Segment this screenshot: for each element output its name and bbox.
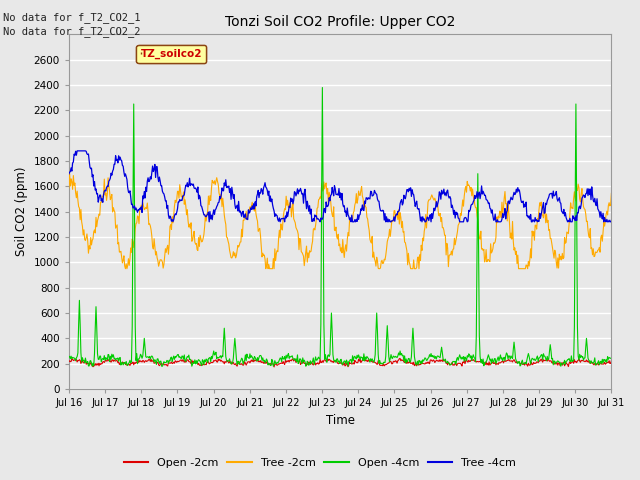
Text: No data for f_T2_CO2_2: No data for f_T2_CO2_2 bbox=[3, 26, 141, 37]
Text: No data for f_T2_CO2_1: No data for f_T2_CO2_1 bbox=[3, 12, 141, 23]
Legend: Open -2cm, Tree -2cm, Open -4cm, Tree -4cm: Open -2cm, Tree -2cm, Open -4cm, Tree -4… bbox=[119, 453, 521, 472]
X-axis label: Time: Time bbox=[326, 414, 355, 427]
Legend: TZ_soilco2: TZ_soilco2 bbox=[136, 45, 206, 63]
Y-axis label: Soil CO2 (ppm): Soil CO2 (ppm) bbox=[15, 167, 28, 256]
Title: Tonzi Soil CO2 Profile: Upper CO2: Tonzi Soil CO2 Profile: Upper CO2 bbox=[225, 15, 455, 29]
